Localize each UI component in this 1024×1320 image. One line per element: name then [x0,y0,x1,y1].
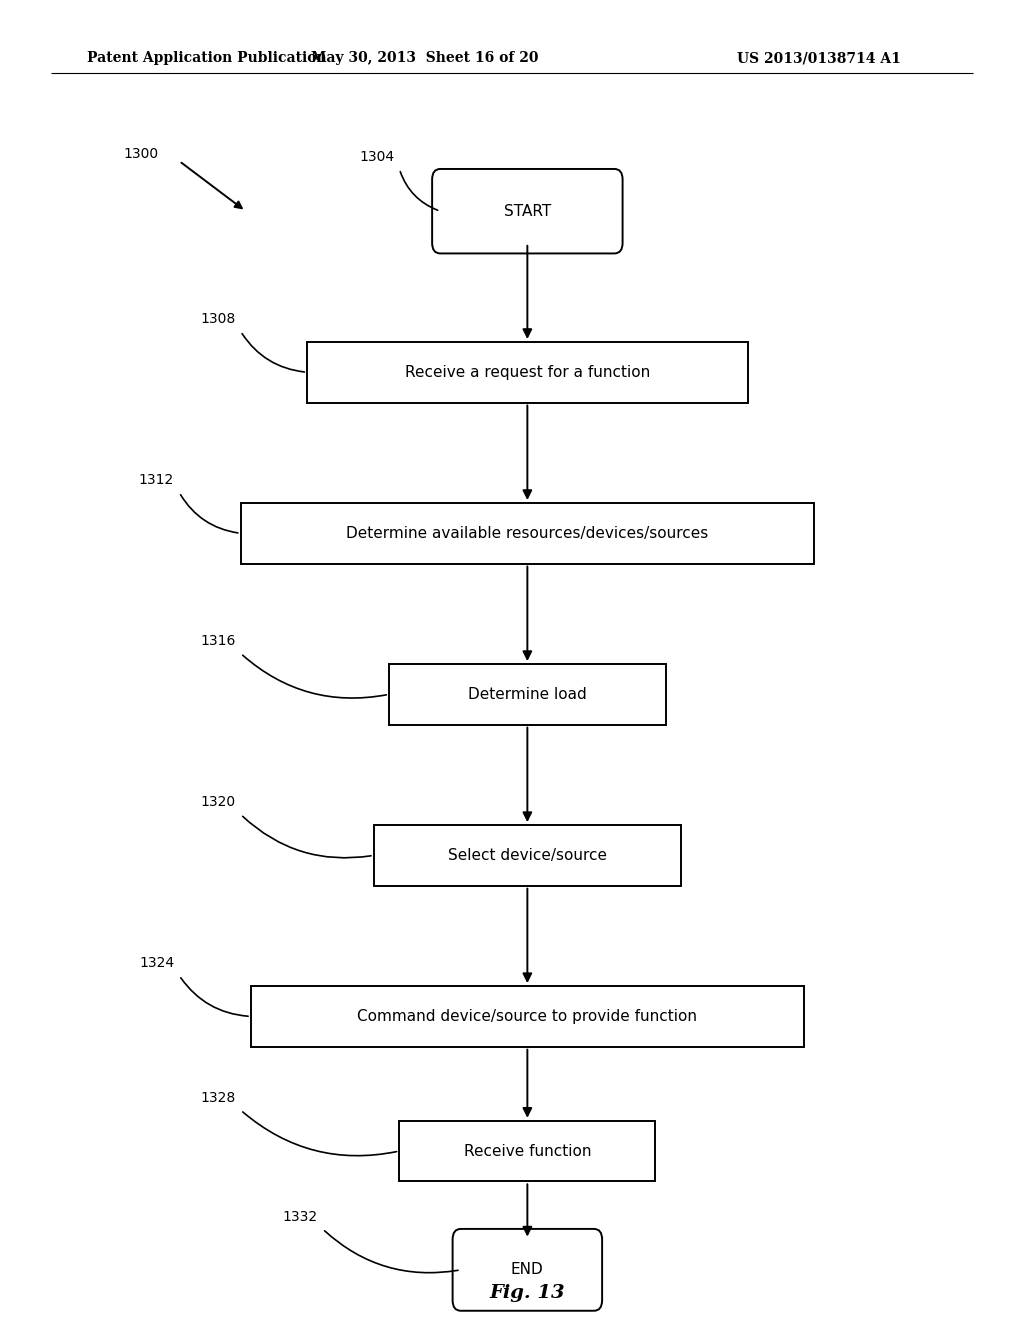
Bar [389,664,666,725]
Text: May 30, 2013  Sheet 16 of 20: May 30, 2013 Sheet 16 of 20 [311,51,539,65]
Text: 1332: 1332 [283,1209,317,1224]
Text: START: START [504,203,551,219]
Text: Determine load: Determine load [468,686,587,702]
Text: 1300: 1300 [124,148,159,161]
Text: 1324: 1324 [139,956,174,970]
Bar [251,986,804,1047]
Text: Command device/source to provide function: Command device/source to provide functio… [357,1008,697,1024]
Bar [241,503,814,564]
Text: 1316: 1316 [200,634,236,648]
Bar [307,342,748,403]
FancyBboxPatch shape [453,1229,602,1311]
Text: Select device/source: Select device/source [447,847,607,863]
FancyBboxPatch shape [432,169,623,253]
Text: 1304: 1304 [359,149,394,164]
Text: END: END [511,1262,544,1278]
Text: Receive a request for a function: Receive a request for a function [404,364,650,380]
Text: US 2013/0138714 A1: US 2013/0138714 A1 [737,51,901,65]
Text: Determine available resources/devices/sources: Determine available resources/devices/so… [346,525,709,541]
Text: 1312: 1312 [139,473,174,487]
Bar [374,825,681,886]
Text: Receive function: Receive function [464,1143,591,1159]
Text: Patent Application Publication: Patent Application Publication [87,51,327,65]
Text: 1320: 1320 [201,795,236,809]
Text: 1328: 1328 [201,1090,236,1105]
Text: 1308: 1308 [201,312,236,326]
Text: Fig. 13: Fig. 13 [489,1283,565,1302]
Bar [399,1121,655,1181]
